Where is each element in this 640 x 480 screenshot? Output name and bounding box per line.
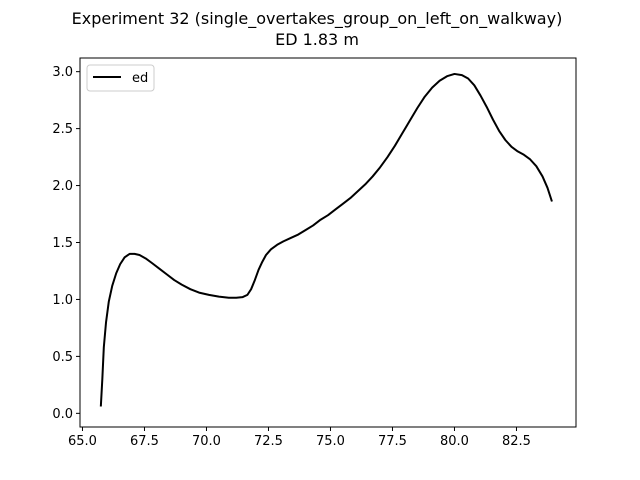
series-layer (99, 72, 553, 407)
y-tick-label: 0.5 (52, 350, 73, 365)
y-tick-label: 0.0 (52, 407, 73, 422)
chart-subtitle: ED 1.83 m (275, 30, 359, 49)
legend-label-ed: ed (132, 71, 148, 86)
x-tick-label: 80.0 (440, 434, 469, 449)
y-tick-label: 3.0 (52, 65, 73, 80)
y-tick-label: 1.5 (52, 236, 73, 251)
y-axis: 0.0 0.5 1.0 1.5 2.0 2.5 3.0 (52, 65, 80, 422)
x-tick-label: 67.5 (130, 434, 159, 449)
x-tick-label: 72.5 (254, 434, 283, 449)
x-axis: 65.0 67.5 70.0 72.5 75.0 77.5 80.0 82.5 (68, 427, 531, 449)
y-tick-label: 1.0 (52, 293, 73, 308)
legend: ed (86, 64, 155, 92)
x-tick-label: 75.0 (316, 434, 345, 449)
x-tick-label: 82.5 (502, 434, 531, 449)
x-tick-label: 65.0 (68, 434, 97, 449)
y-tick-label: 2.0 (52, 179, 73, 194)
plot-frame (79, 57, 577, 428)
plot-area: 65.0 67.5 70.0 72.5 75.0 77.5 80.0 82.5 0.0 0.5 1… (52, 57, 577, 449)
x-tick-label: 70.0 (192, 434, 221, 449)
series-line-ed (99, 72, 553, 407)
y-tick-label: 2.5 (52, 122, 73, 137)
chart-title: Experiment 32 (single_overtakes_group_on… (72, 9, 563, 29)
x-tick-label: 77.5 (378, 434, 407, 449)
